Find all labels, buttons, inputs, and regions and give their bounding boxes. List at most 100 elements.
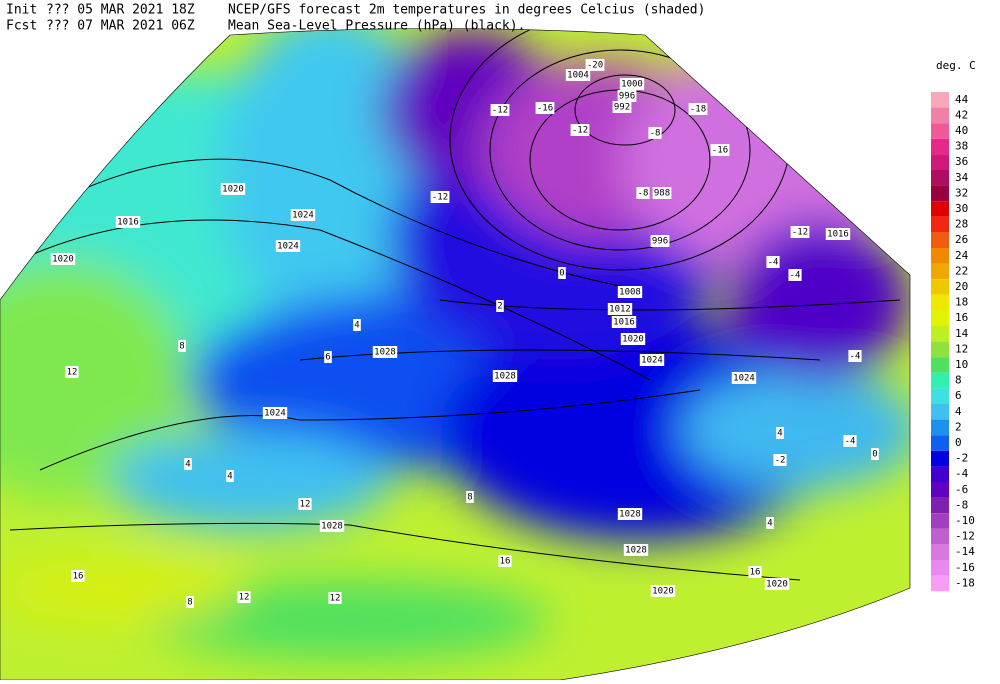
legend-label: 2: [955, 420, 962, 433]
isobar-label-box: [650, 235, 670, 247]
isobar-label-box: [50, 253, 76, 265]
legend-label: 22: [955, 264, 968, 277]
isobar-label: 1028: [374, 348, 396, 358]
isobar-label: 1020: [652, 587, 674, 597]
subtitle: Mean Sea-Level Pressure (hPa) (black).: [228, 19, 525, 34]
temperature-label-box: [871, 448, 879, 460]
isobars: [9, 28, 901, 581]
temperature-label-box: [71, 570, 85, 582]
legend-label: 38: [955, 140, 968, 153]
isobar-label-box: [623, 544, 649, 556]
isobar-label-box: [825, 228, 851, 240]
temperature-label-box: [788, 269, 802, 281]
isobar-label-box: [565, 69, 591, 81]
legend-swatch: [931, 560, 949, 576]
temperature-label: 8: [467, 493, 472, 503]
temperature-label: 4: [227, 472, 232, 482]
temperature-label: -16: [537, 104, 553, 114]
isobar-label-box: [652, 187, 672, 199]
legend-label: 28: [955, 218, 968, 231]
legend-swatch: [931, 435, 949, 451]
isobar-label: 1012: [609, 305, 631, 315]
temperature-label: 12: [67, 368, 78, 378]
temperature-label: 12: [330, 594, 341, 604]
legend-swatch: [931, 107, 949, 124]
temperature-label-box: [353, 319, 361, 331]
legend-swatch: [931, 310, 949, 326]
temperature-label-box: [748, 566, 762, 578]
isobar-label: 1024: [277, 242, 299, 252]
isobar-label: 1000: [621, 80, 643, 90]
isobar-label: 1028: [625, 546, 647, 556]
legend-label: -8: [955, 498, 968, 511]
isobar-label: 992: [614, 103, 630, 113]
legend-swatch: [931, 513, 949, 529]
temperature-label-box: [773, 454, 787, 466]
temperature-label-box: [184, 458, 192, 470]
temperature-label-box: [186, 596, 194, 608]
temperature-label-box: [570, 124, 590, 136]
legend-label: 42: [955, 108, 968, 121]
legend-label: 0: [955, 436, 962, 449]
isobar-label: 1016: [117, 218, 139, 228]
legend-label: 6: [955, 389, 962, 402]
temperature-label-box: [766, 517, 774, 529]
legend-swatch: [931, 248, 949, 264]
temperature-label-box: [328, 592, 342, 604]
temperature-label-box: [466, 491, 474, 503]
temperature-label-box: [688, 103, 708, 115]
temperature-label: -20: [587, 61, 603, 71]
legend-label: 32: [955, 186, 968, 199]
isobar-label: 1008: [619, 288, 641, 298]
temperature-label-box: [843, 435, 857, 447]
temperature-label: -12: [432, 193, 448, 203]
isobar-label-box: [220, 183, 246, 195]
temperature-label: 4: [777, 429, 782, 439]
legend-swatch: [931, 357, 949, 373]
temperature-label: 12: [239, 593, 250, 603]
fcst-time: ??? 07 MAR 2021 06Z: [46, 19, 195, 34]
isobar-label: 1020: [52, 255, 74, 265]
map-border: [0, 28, 911, 681]
temperature-label: -12: [492, 106, 508, 116]
legend-label: -10: [955, 514, 975, 527]
temperature-label-box: [496, 300, 504, 312]
isobar-label: 996: [652, 237, 668, 247]
legend-swatch: [931, 528, 949, 545]
legend-label: -4: [955, 467, 969, 480]
legend-swatch: [931, 404, 949, 420]
temperature-label-box: [535, 102, 555, 114]
isobar-label-box: [617, 508, 643, 520]
legend-label: -12: [955, 530, 975, 543]
legend-label: 16: [955, 311, 968, 324]
isobar-label: 1004: [567, 71, 589, 81]
temperature-label-box: [848, 350, 862, 362]
temperature-label-box: [498, 555, 512, 567]
legend-label: 30: [955, 202, 968, 215]
temperature-label: -12: [792, 228, 808, 238]
isobar-label-box: [764, 578, 790, 590]
legend-label: 10: [955, 358, 968, 371]
temperature-label-box: [178, 340, 186, 352]
legend-label: 14: [955, 327, 969, 340]
legend-label: 44: [955, 93, 969, 106]
legend-swatch: [931, 170, 949, 186]
isobar-label-box: [262, 407, 288, 419]
legend-label: 8: [955, 374, 962, 387]
isobar-label-box: [617, 286, 643, 298]
isobar-label-box: [611, 316, 637, 328]
legend-label: 12: [955, 342, 968, 355]
temperature-label-box: [585, 59, 605, 71]
legend-swatch: [931, 201, 949, 217]
legend-swatch: [931, 419, 949, 436]
legend-label: 36: [955, 155, 968, 168]
isobar-label: 1024: [292, 211, 314, 221]
isobar-label: 1020: [222, 185, 244, 195]
temperature-label: 16: [500, 557, 511, 567]
isobar-label-box: [619, 78, 645, 90]
isobar-label: 1016: [613, 318, 635, 328]
temperature-label: 8: [179, 342, 184, 352]
isobar-label: 1028: [494, 372, 516, 382]
